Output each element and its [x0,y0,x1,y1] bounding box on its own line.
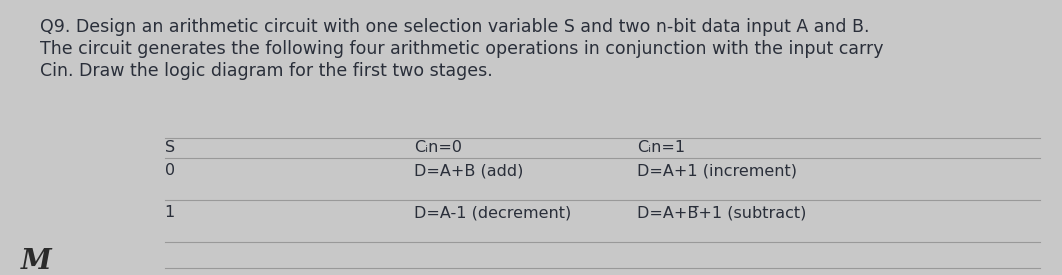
Text: Cᵢn=0: Cᵢn=0 [414,140,462,155]
Text: D=A-1 (decrement): D=A-1 (decrement) [414,205,571,220]
Text: 1: 1 [165,205,175,220]
Text: M: M [21,248,52,275]
Text: D=A+B (add): D=A+B (add) [414,163,524,178]
Text: D=A+1 (increment): D=A+1 (increment) [637,163,798,178]
Text: Cin. Draw the logic diagram for the first two stages.: Cin. Draw the logic diagram for the firs… [40,62,493,80]
Text: Cᵢn=1: Cᵢn=1 [637,140,685,155]
Text: 0: 0 [165,163,175,178]
Text: S: S [165,140,175,155]
Text: The circuit generates the following four arithmetic operations in conjunction wi: The circuit generates the following four… [40,40,884,58]
Text: D=A+B̅+1 (subtract): D=A+B̅+1 (subtract) [637,205,806,220]
Text: Q9. Design an arithmetic circuit with one selection variable S and two n-bit dat: Q9. Design an arithmetic circuit with on… [40,18,870,36]
